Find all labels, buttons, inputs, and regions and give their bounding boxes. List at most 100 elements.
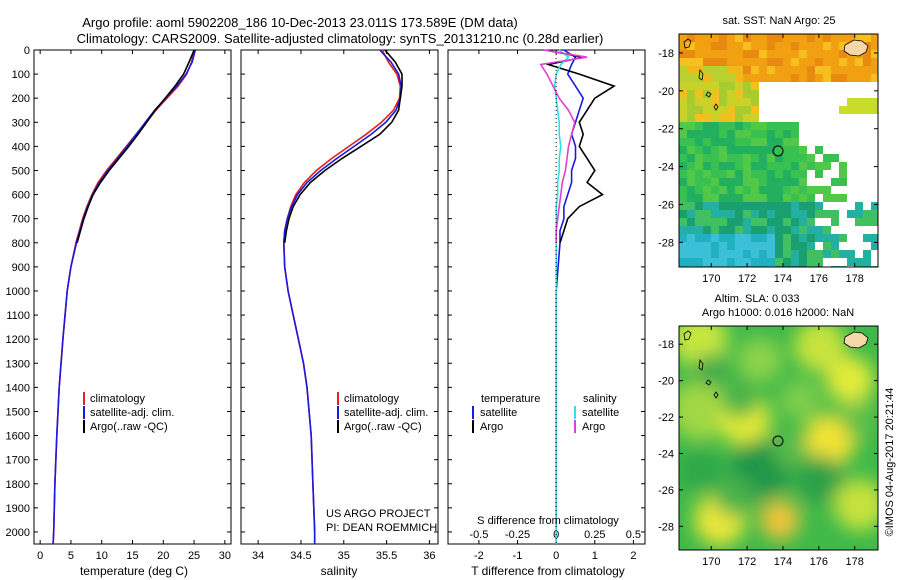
sla-blob bbox=[679, 380, 730, 440]
sst-cell bbox=[815, 98, 823, 106]
sst-cell bbox=[711, 202, 719, 210]
sst-cell bbox=[727, 146, 735, 154]
depth-tick-label: 1100 bbox=[6, 310, 30, 322]
x-tick-label: -2 bbox=[474, 550, 484, 562]
sst-cell bbox=[687, 226, 695, 234]
sla-lat-axis: -18 -20 -22 -24 -26 -28 bbox=[658, 339, 878, 533]
sst-cell bbox=[847, 250, 855, 258]
sst-cell bbox=[847, 226, 855, 234]
lat-tick-label: -28 bbox=[658, 521, 674, 533]
sst-cell bbox=[799, 58, 807, 66]
sst-cell bbox=[847, 74, 855, 82]
difference-legend: temperature salinity satellite Argo sate… bbox=[472, 393, 619, 433]
sst-cell bbox=[823, 42, 831, 50]
sst-cell bbox=[759, 242, 767, 250]
sst-cell bbox=[783, 74, 791, 82]
sla-blob bbox=[715, 476, 755, 516]
sst-cell bbox=[735, 130, 743, 138]
sst-cell bbox=[863, 234, 871, 242]
sst-cell bbox=[735, 250, 743, 258]
sst-cell bbox=[871, 178, 878, 186]
sst-cell bbox=[823, 218, 831, 226]
sst-cell bbox=[767, 90, 775, 98]
sst-cell bbox=[839, 50, 847, 58]
sst-cell bbox=[719, 34, 727, 42]
sst-cell bbox=[719, 50, 727, 58]
sst-cell bbox=[687, 138, 695, 146]
sst-cell bbox=[751, 234, 759, 242]
sst-cell bbox=[735, 202, 743, 210]
sst-cell bbox=[719, 58, 727, 66]
series-line-temperature-argo bbox=[544, 49, 616, 244]
sst-cell bbox=[767, 250, 775, 258]
sst-cell bbox=[775, 90, 783, 98]
sst-cell bbox=[871, 98, 878, 106]
sst-cell bbox=[719, 162, 727, 170]
figure-title-line1: Argo profile: aoml 5902208_186 10-Dec-20… bbox=[82, 15, 518, 30]
sst-cell bbox=[703, 66, 711, 74]
sst-cell bbox=[807, 106, 815, 114]
sst-cell bbox=[863, 146, 871, 154]
sst-cell bbox=[727, 58, 735, 66]
sst-cell bbox=[759, 130, 767, 138]
sst-cell bbox=[735, 122, 743, 130]
sst-cell bbox=[863, 130, 871, 138]
sst-cell bbox=[687, 42, 695, 50]
lon-tick-label: 172 bbox=[738, 273, 756, 285]
sst-cell bbox=[735, 58, 743, 66]
sst-cell bbox=[735, 90, 743, 98]
sst-cell bbox=[767, 258, 775, 266]
sst-cell bbox=[751, 218, 759, 226]
sst-cell bbox=[711, 226, 719, 234]
temperature-xlabel: temperature (deg C) bbox=[80, 564, 188, 578]
sst-cell bbox=[791, 218, 799, 226]
sst-cell bbox=[719, 98, 727, 106]
sst-cell bbox=[775, 42, 783, 50]
sst-cell bbox=[711, 234, 719, 242]
sst-cell bbox=[807, 234, 815, 242]
sst-cell bbox=[679, 186, 687, 194]
sst-cell bbox=[847, 186, 855, 194]
sst-cell bbox=[767, 162, 775, 170]
sst-cell bbox=[839, 82, 847, 90]
depth-tick-label: 300 bbox=[12, 117, 30, 129]
sst-cell bbox=[823, 122, 831, 130]
sst-cell bbox=[727, 138, 735, 146]
sla-lon-axis: 170 172 174 176 178 bbox=[702, 326, 864, 568]
sst-cell bbox=[799, 250, 807, 258]
sst-cell bbox=[743, 66, 751, 74]
sst-cell bbox=[839, 170, 847, 178]
sst-cell bbox=[727, 82, 735, 90]
sst-cell bbox=[703, 194, 711, 202]
sst-cell bbox=[863, 98, 871, 106]
sst-cell bbox=[871, 258, 878, 266]
sst-cell bbox=[695, 82, 703, 90]
sst-cell bbox=[783, 202, 791, 210]
sst-cell bbox=[679, 50, 687, 58]
sst-cell bbox=[743, 106, 751, 114]
depth-tick-label: 500 bbox=[12, 165, 30, 177]
sst-cell bbox=[735, 98, 743, 106]
sst-cell bbox=[815, 58, 823, 66]
sla-map-title: Altim. SLA: 0.033 bbox=[715, 293, 800, 305]
sst-cell bbox=[815, 202, 823, 210]
sst-cell bbox=[783, 234, 791, 242]
depth-tick-label: 200 bbox=[12, 93, 30, 105]
sst-cell bbox=[759, 66, 767, 74]
sst-cell bbox=[799, 74, 807, 82]
x-tick-label: 36 bbox=[423, 550, 435, 562]
sst-cell bbox=[679, 106, 687, 114]
sst-cell bbox=[871, 146, 878, 154]
sst-cell bbox=[719, 258, 727, 266]
sst-cell bbox=[823, 114, 831, 122]
sst-cell bbox=[799, 210, 807, 218]
sla-blob bbox=[738, 338, 782, 382]
sst-cell bbox=[863, 186, 871, 194]
sla-map-panel: Altim. SLA: 0.033 Argo h1000: 0.016 h200… bbox=[658, 293, 879, 568]
sst-cell bbox=[679, 58, 687, 66]
depth-tick-label: 700 bbox=[12, 214, 30, 226]
sst-cell bbox=[871, 106, 878, 114]
sst-cell bbox=[695, 42, 703, 50]
sla-blob bbox=[694, 354, 726, 386]
